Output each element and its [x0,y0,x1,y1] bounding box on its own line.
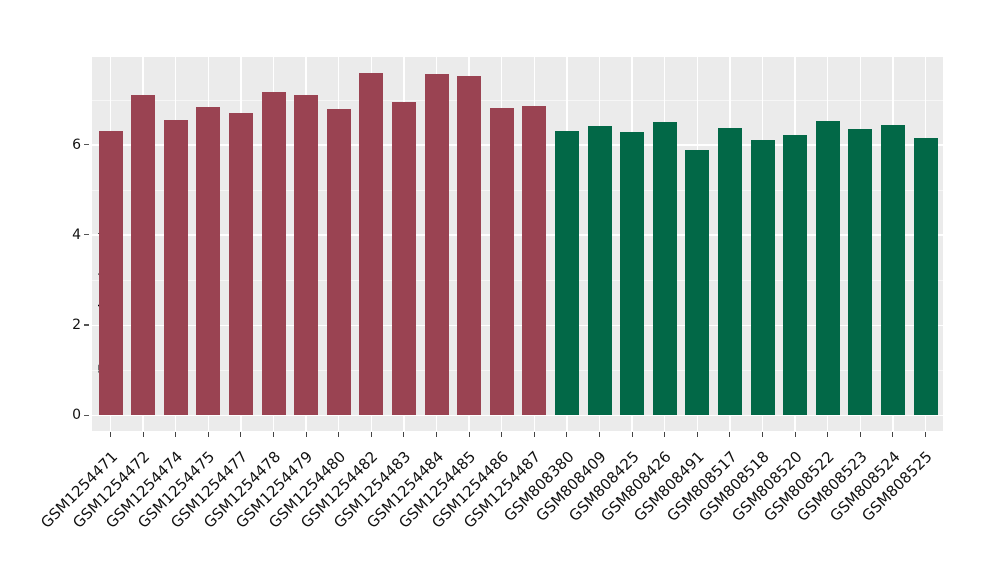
x-tick-mark [468,432,470,437]
x-tick-mark [794,432,796,437]
x-tick-mark [924,432,927,437]
y-tick-mark [84,324,89,326]
x-tick-mark [338,432,340,437]
x-tick-mark [207,432,209,437]
y-tick-mark [84,414,89,416]
x-tick-mark [859,432,861,437]
bar-GSM808525 [913,137,938,416]
x-tick-mark [664,432,666,437]
gridline-major-y6 [92,144,943,146]
bar-GSM1254478 [261,92,286,416]
y-tick-label: 0 [72,407,81,424]
y-tick-label: 6 [72,136,81,153]
x-tick-mark [403,432,405,437]
bar-GSM1254482 [359,73,384,416]
bar-GSM1254487 [522,105,547,416]
x-tick-mark [501,432,503,437]
bar-GSM808517 [717,128,742,416]
bar-GSM808523 [848,128,873,416]
x-tick-mark [696,432,698,437]
bar-GSM808380 [554,131,579,416]
bar-GSM1254480 [326,109,351,416]
x-tick-mark [272,432,275,437]
bar-GSM1254486 [489,107,514,416]
bar-GSM808491 [685,150,710,416]
bar-GSM808425 [620,132,645,416]
y-tick-label: 4 [72,226,81,243]
bar-GSM1254479 [294,94,319,416]
bar-GSM1254471 [98,130,123,416]
gridline-minor-y3 [92,279,943,281]
bar-GSM1254483 [391,102,416,416]
x-tick-mark [370,432,372,437]
gridline-minor-y7 [92,99,943,101]
x-tick-mark [827,432,829,437]
gridline-major-y4 [92,234,943,236]
bar-GSM1254477 [228,112,253,416]
bar-GSM808518 [750,139,775,416]
x-tick-mark [142,432,144,437]
bar-GSM1254474 [163,119,188,416]
x-tick-mark [435,432,438,437]
gridline-minor-y1 [92,370,943,372]
x-tick-mark [729,432,731,437]
bar-GSM808524 [880,124,905,416]
gridline-major-y2 [92,324,943,327]
x-tick-mark [175,432,177,437]
bar-GSM808426 [652,122,677,416]
x-tick-mark [566,432,568,437]
bar-GSM1254485 [457,75,482,416]
bar-GSM1254472 [131,94,156,416]
x-tick-mark [631,432,633,437]
x-tick-mark [240,432,242,437]
y-tick-label: 2 [72,317,81,334]
plot-panel: Expression Level [92,57,943,431]
bar-GSM808522 [815,121,840,416]
x-tick-mark [533,432,535,437]
y-tick-mark [84,234,89,236]
gridline-minor-y5 [92,189,943,191]
x-tick-mark [109,432,112,437]
x-tick-mark [598,432,601,437]
x-tick-mark [761,432,764,437]
bar-GSM808409 [587,125,612,416]
gridline-major-y0 [92,414,943,417]
bar-GSM1254484 [424,74,449,416]
bar-GSM808520 [783,134,808,416]
bar-GSM1254475 [196,107,221,416]
x-tick-mark [305,432,307,437]
y-tick-mark [84,144,89,146]
x-tick-mark [892,432,894,437]
